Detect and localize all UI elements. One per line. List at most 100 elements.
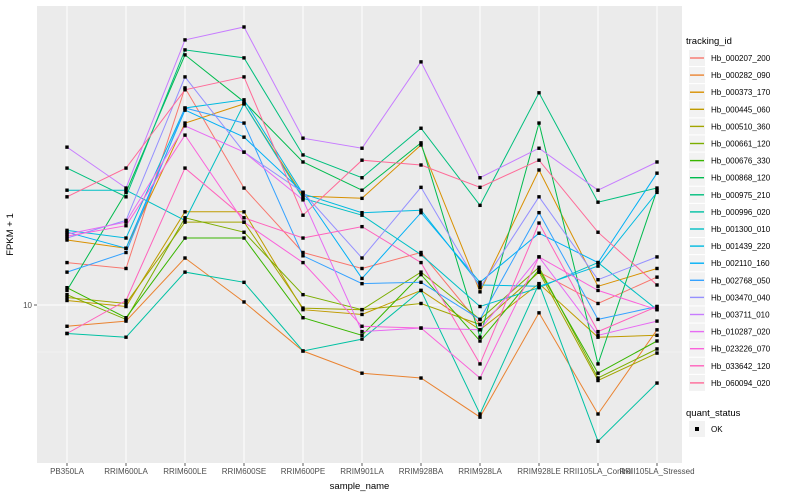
legend-item-label: Hb_000510_360 xyxy=(711,122,771,131)
data-point xyxy=(124,186,128,190)
data-point xyxy=(655,328,659,332)
data-point xyxy=(537,270,541,274)
data-point xyxy=(537,91,541,95)
data-point xyxy=(478,376,482,380)
data-point xyxy=(419,60,423,64)
data-point xyxy=(242,150,246,154)
legend-title-tracking-id: tracking_id xyxy=(686,36,732,47)
data-point xyxy=(360,213,364,217)
data-point xyxy=(478,415,482,419)
data-point xyxy=(537,267,541,272)
data-point xyxy=(419,280,423,285)
data-point xyxy=(242,230,246,234)
legend-item-label: Hb_003711_010 xyxy=(711,311,770,320)
data-point xyxy=(183,270,187,274)
data-point xyxy=(65,285,69,290)
data-point xyxy=(596,200,600,204)
data-point xyxy=(596,362,600,366)
data-point xyxy=(478,176,482,180)
legend-item-label: Hb_010287_020 xyxy=(711,328,771,337)
data-point xyxy=(655,266,659,271)
legend-item-label: Hb_002768_050 xyxy=(711,276,771,285)
data-point xyxy=(419,272,423,277)
legend-item-label: Hb_000373_170 xyxy=(711,88,771,97)
data-point xyxy=(596,260,600,265)
data-point xyxy=(419,270,423,274)
data-point xyxy=(537,210,541,215)
data-point xyxy=(655,319,659,323)
data-point xyxy=(183,38,187,42)
data-point xyxy=(183,236,187,240)
data-point xyxy=(242,121,246,125)
data-point xyxy=(655,283,659,287)
data-point xyxy=(301,254,305,258)
legend-item-label: Hb_000661_120 xyxy=(711,140,771,149)
data-point xyxy=(360,371,364,375)
data-point xyxy=(301,198,305,202)
data-point xyxy=(65,270,69,274)
legend-item-label: OK xyxy=(711,425,723,434)
data-point xyxy=(183,48,187,52)
data-point xyxy=(478,290,482,294)
data-point xyxy=(655,186,659,190)
data-point xyxy=(242,300,246,304)
legend-item-label: Hb_003470_040 xyxy=(711,293,771,302)
x-tick-label: RRIM600LE xyxy=(163,467,207,476)
data-point xyxy=(124,188,128,192)
data-point xyxy=(242,216,246,220)
data-point xyxy=(655,190,659,195)
data-point xyxy=(242,210,246,214)
data-point xyxy=(301,160,305,164)
data-point xyxy=(655,171,659,175)
data-point xyxy=(124,250,128,255)
data-point xyxy=(537,121,541,125)
data-point xyxy=(124,190,128,195)
data-point xyxy=(596,371,600,375)
data-point xyxy=(596,278,600,282)
data-point xyxy=(124,166,128,170)
data-point xyxy=(301,306,305,310)
data-point xyxy=(65,292,69,297)
data-point xyxy=(537,255,541,259)
data-point xyxy=(65,228,69,233)
data-point xyxy=(537,311,541,315)
legend-item-label: Hb_000676_330 xyxy=(711,157,771,166)
legend-item-label: Hb_060094_020 xyxy=(711,379,771,388)
data-point xyxy=(183,133,187,137)
legend-title-quant-status: quant_status xyxy=(686,408,741,419)
data-point xyxy=(596,333,600,338)
data-point xyxy=(124,246,128,250)
data-point xyxy=(65,331,69,336)
data-point xyxy=(360,176,364,180)
data-point xyxy=(124,224,128,228)
data-point xyxy=(242,100,246,104)
data-point xyxy=(65,188,69,192)
legend-item-label: Hb_000282_090 xyxy=(711,71,771,80)
data-point xyxy=(655,304,659,309)
data-point xyxy=(183,121,187,125)
data-point xyxy=(124,304,128,309)
data-point xyxy=(301,292,305,297)
data-point xyxy=(478,280,482,285)
legend-item-label: Hb_023226_070 xyxy=(711,345,771,354)
data-point xyxy=(183,106,187,110)
legend-item-label: Hb_000445_060 xyxy=(711,105,771,114)
data-point xyxy=(596,230,600,234)
data-point xyxy=(301,153,305,157)
data-point xyxy=(596,188,600,192)
data-point xyxy=(183,86,187,90)
data-point xyxy=(301,250,305,255)
data-point xyxy=(65,295,69,300)
data-point xyxy=(478,328,482,332)
data-point xyxy=(124,266,128,271)
data-point xyxy=(183,88,187,92)
data-point xyxy=(360,146,364,150)
data-point xyxy=(242,75,246,79)
data-point xyxy=(596,329,600,334)
data-point xyxy=(65,288,69,293)
data-point xyxy=(183,124,187,128)
legend-item-label: Hb_033642_120 xyxy=(711,362,771,371)
data-point xyxy=(301,260,305,265)
data-point xyxy=(478,335,482,339)
data-point xyxy=(419,208,423,212)
